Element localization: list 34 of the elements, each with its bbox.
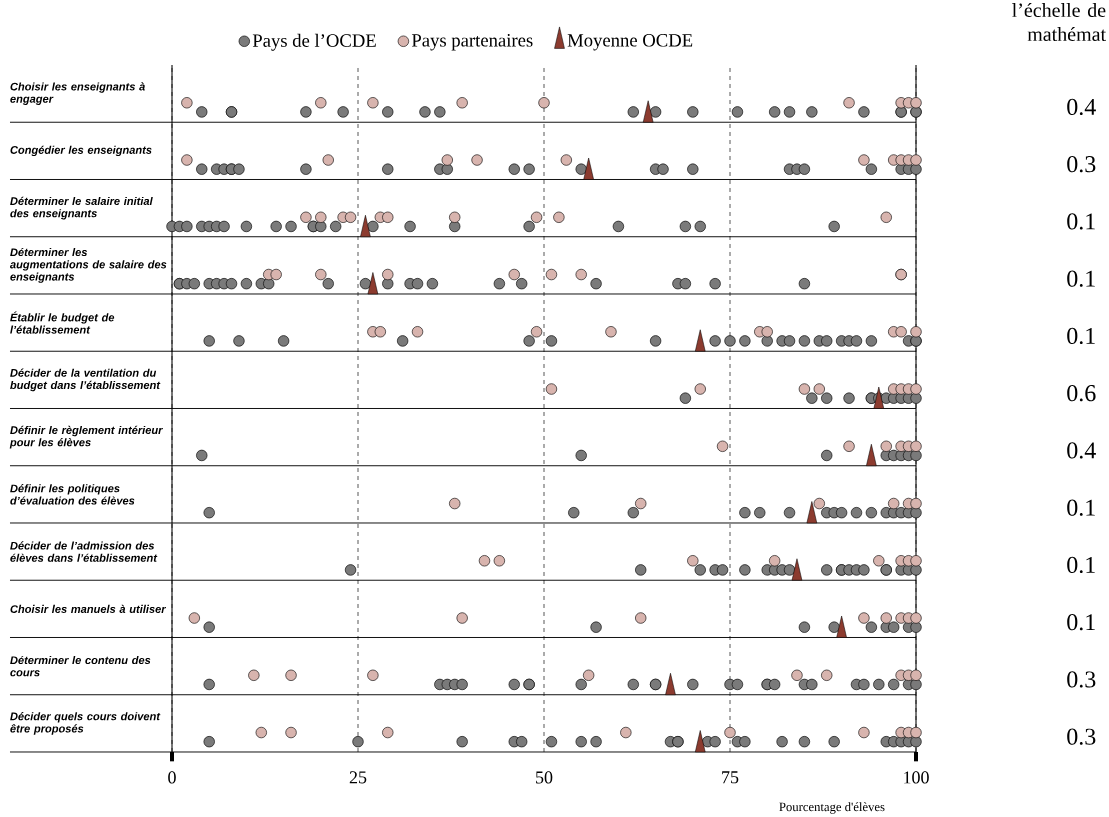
text: 0.3 bbox=[1067, 671, 1096, 688]
text: 0.4 bbox=[1067, 98, 1096, 116]
text: 0.1 bbox=[1067, 556, 1095, 574]
y-tick-label: Choisir les manuels à utiliser bbox=[10, 604, 167, 613]
y-tick-label: Décider de la ventilation du budget dans l’établissement bbox=[10, 368, 161, 392]
y-tick-label: Établir le budget de l’établissement bbox=[10, 311, 115, 334]
x-tick-label: 25 bbox=[349, 771, 367, 784]
y-tick-label: Définir le règlement intérieur pour les élèves bbox=[9, 425, 163, 449]
text: 0.3 bbox=[1067, 156, 1096, 173]
x-tick-label: 100 bbox=[904, 771, 929, 784]
text: 0.1 bbox=[1067, 614, 1095, 631]
x-tick-label: 75 bbox=[722, 771, 739, 784]
y-tick-label: Décider quels cours doivent être proposés bbox=[10, 712, 161, 735]
y-tick-label: Décider de l’admission des élèves dans l’établissement bbox=[10, 541, 158, 562]
y-tick-label: Définir les politiques d’évaluation des élèves bbox=[10, 484, 135, 505]
text: 0.1 bbox=[1067, 270, 1095, 287]
text: 0.1 bbox=[1067, 213, 1095, 230]
legend-label: Pays partenaires bbox=[411, 34, 533, 51]
x-tick-label: 50 bbox=[536, 771, 553, 784]
text: 0.6 bbox=[1067, 385, 1096, 402]
text: 0.1 bbox=[1067, 499, 1095, 516]
x-tick-label: 0 bbox=[168, 771, 176, 784]
text: l’échelle de mathémat bbox=[1012, 2, 1106, 42]
legend-label: Pays de l’OCDE bbox=[252, 33, 376, 51]
y-tick-label: Choisir les enseignants à engager bbox=[10, 82, 145, 105]
text: 0.4 bbox=[1067, 442, 1096, 459]
y-tick-label: Déterminer les augmentations de salaire des enseignants bbox=[10, 247, 167, 283]
y-tick-label: Congédier les enseignants bbox=[10, 145, 152, 157]
y-tick-label: Déterminer le contenu des cours bbox=[10, 655, 151, 677]
y-tick-label: Déterminer le salaire initial des enseignants bbox=[10, 196, 153, 220]
text: 0.3 bbox=[1067, 728, 1096, 745]
legend-label: Moyenne OCDE bbox=[567, 34, 693, 51]
text: 0.1 bbox=[1067, 327, 1095, 345]
x-axis-title: Pourcentage d'élèves bbox=[779, 802, 885, 814]
